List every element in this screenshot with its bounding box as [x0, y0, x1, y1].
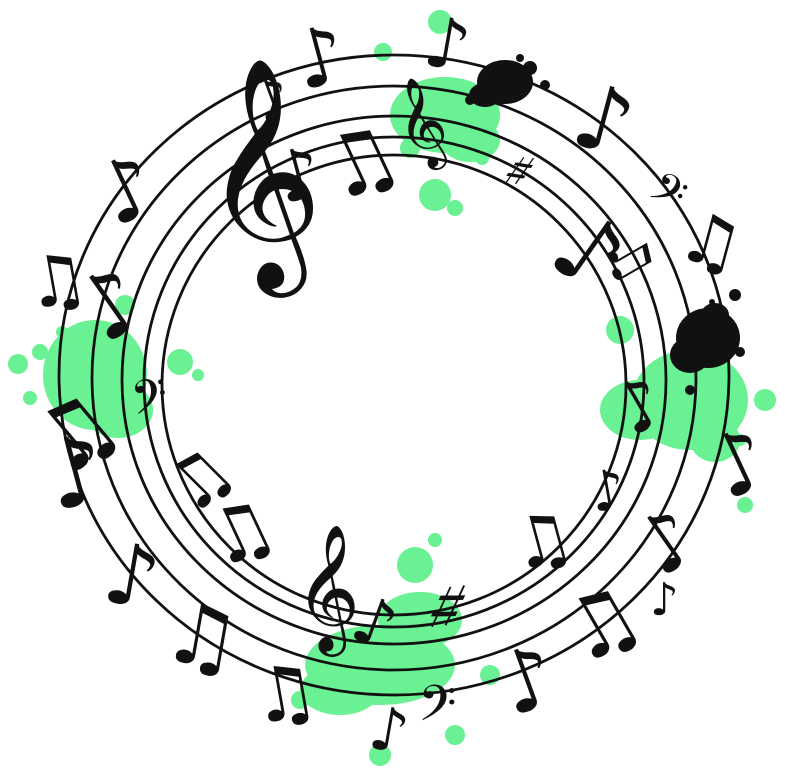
ink-splash-top — [465, 54, 550, 107]
eighth-note-icon: ♪ — [418, 0, 476, 89]
treble-clef-icon: 𝄞 — [295, 523, 360, 657]
eighth-note-icon: ♪ — [562, 62, 645, 178]
sharp-icon: ♯ — [492, 141, 545, 202]
eighth-note-icon: ♪ — [694, 407, 785, 520]
beamed-notes-icon: ♫ — [244, 644, 326, 742]
beamed-notes-icon: ♫ — [670, 194, 752, 289]
green-splash-bottom — [291, 533, 500, 766]
staff-line-4 — [142, 135, 646, 629]
circular-staff — [57, 53, 731, 697]
eighth-note-icon: ♪ — [650, 573, 679, 626]
bass-clef-icon: 𝄢 — [418, 675, 457, 745]
beamed-notes-icon: ♫ — [501, 493, 583, 588]
eighth-note-icon: ♪ — [485, 625, 570, 737]
beamed-notes-icon: ♫ — [543, 562, 658, 686]
staff-line-5 — [160, 153, 628, 617]
green-splashes — [8, 10, 776, 766]
staff-line-1 — [57, 53, 731, 697]
staff-line-2 — [90, 84, 698, 672]
beamed-notes-icon: ♫ — [156, 582, 248, 693]
staff-line-3 — [120, 114, 668, 646]
beamed-notes-icon: ♫ — [19, 235, 95, 327]
green-splash-left — [8, 295, 204, 438]
